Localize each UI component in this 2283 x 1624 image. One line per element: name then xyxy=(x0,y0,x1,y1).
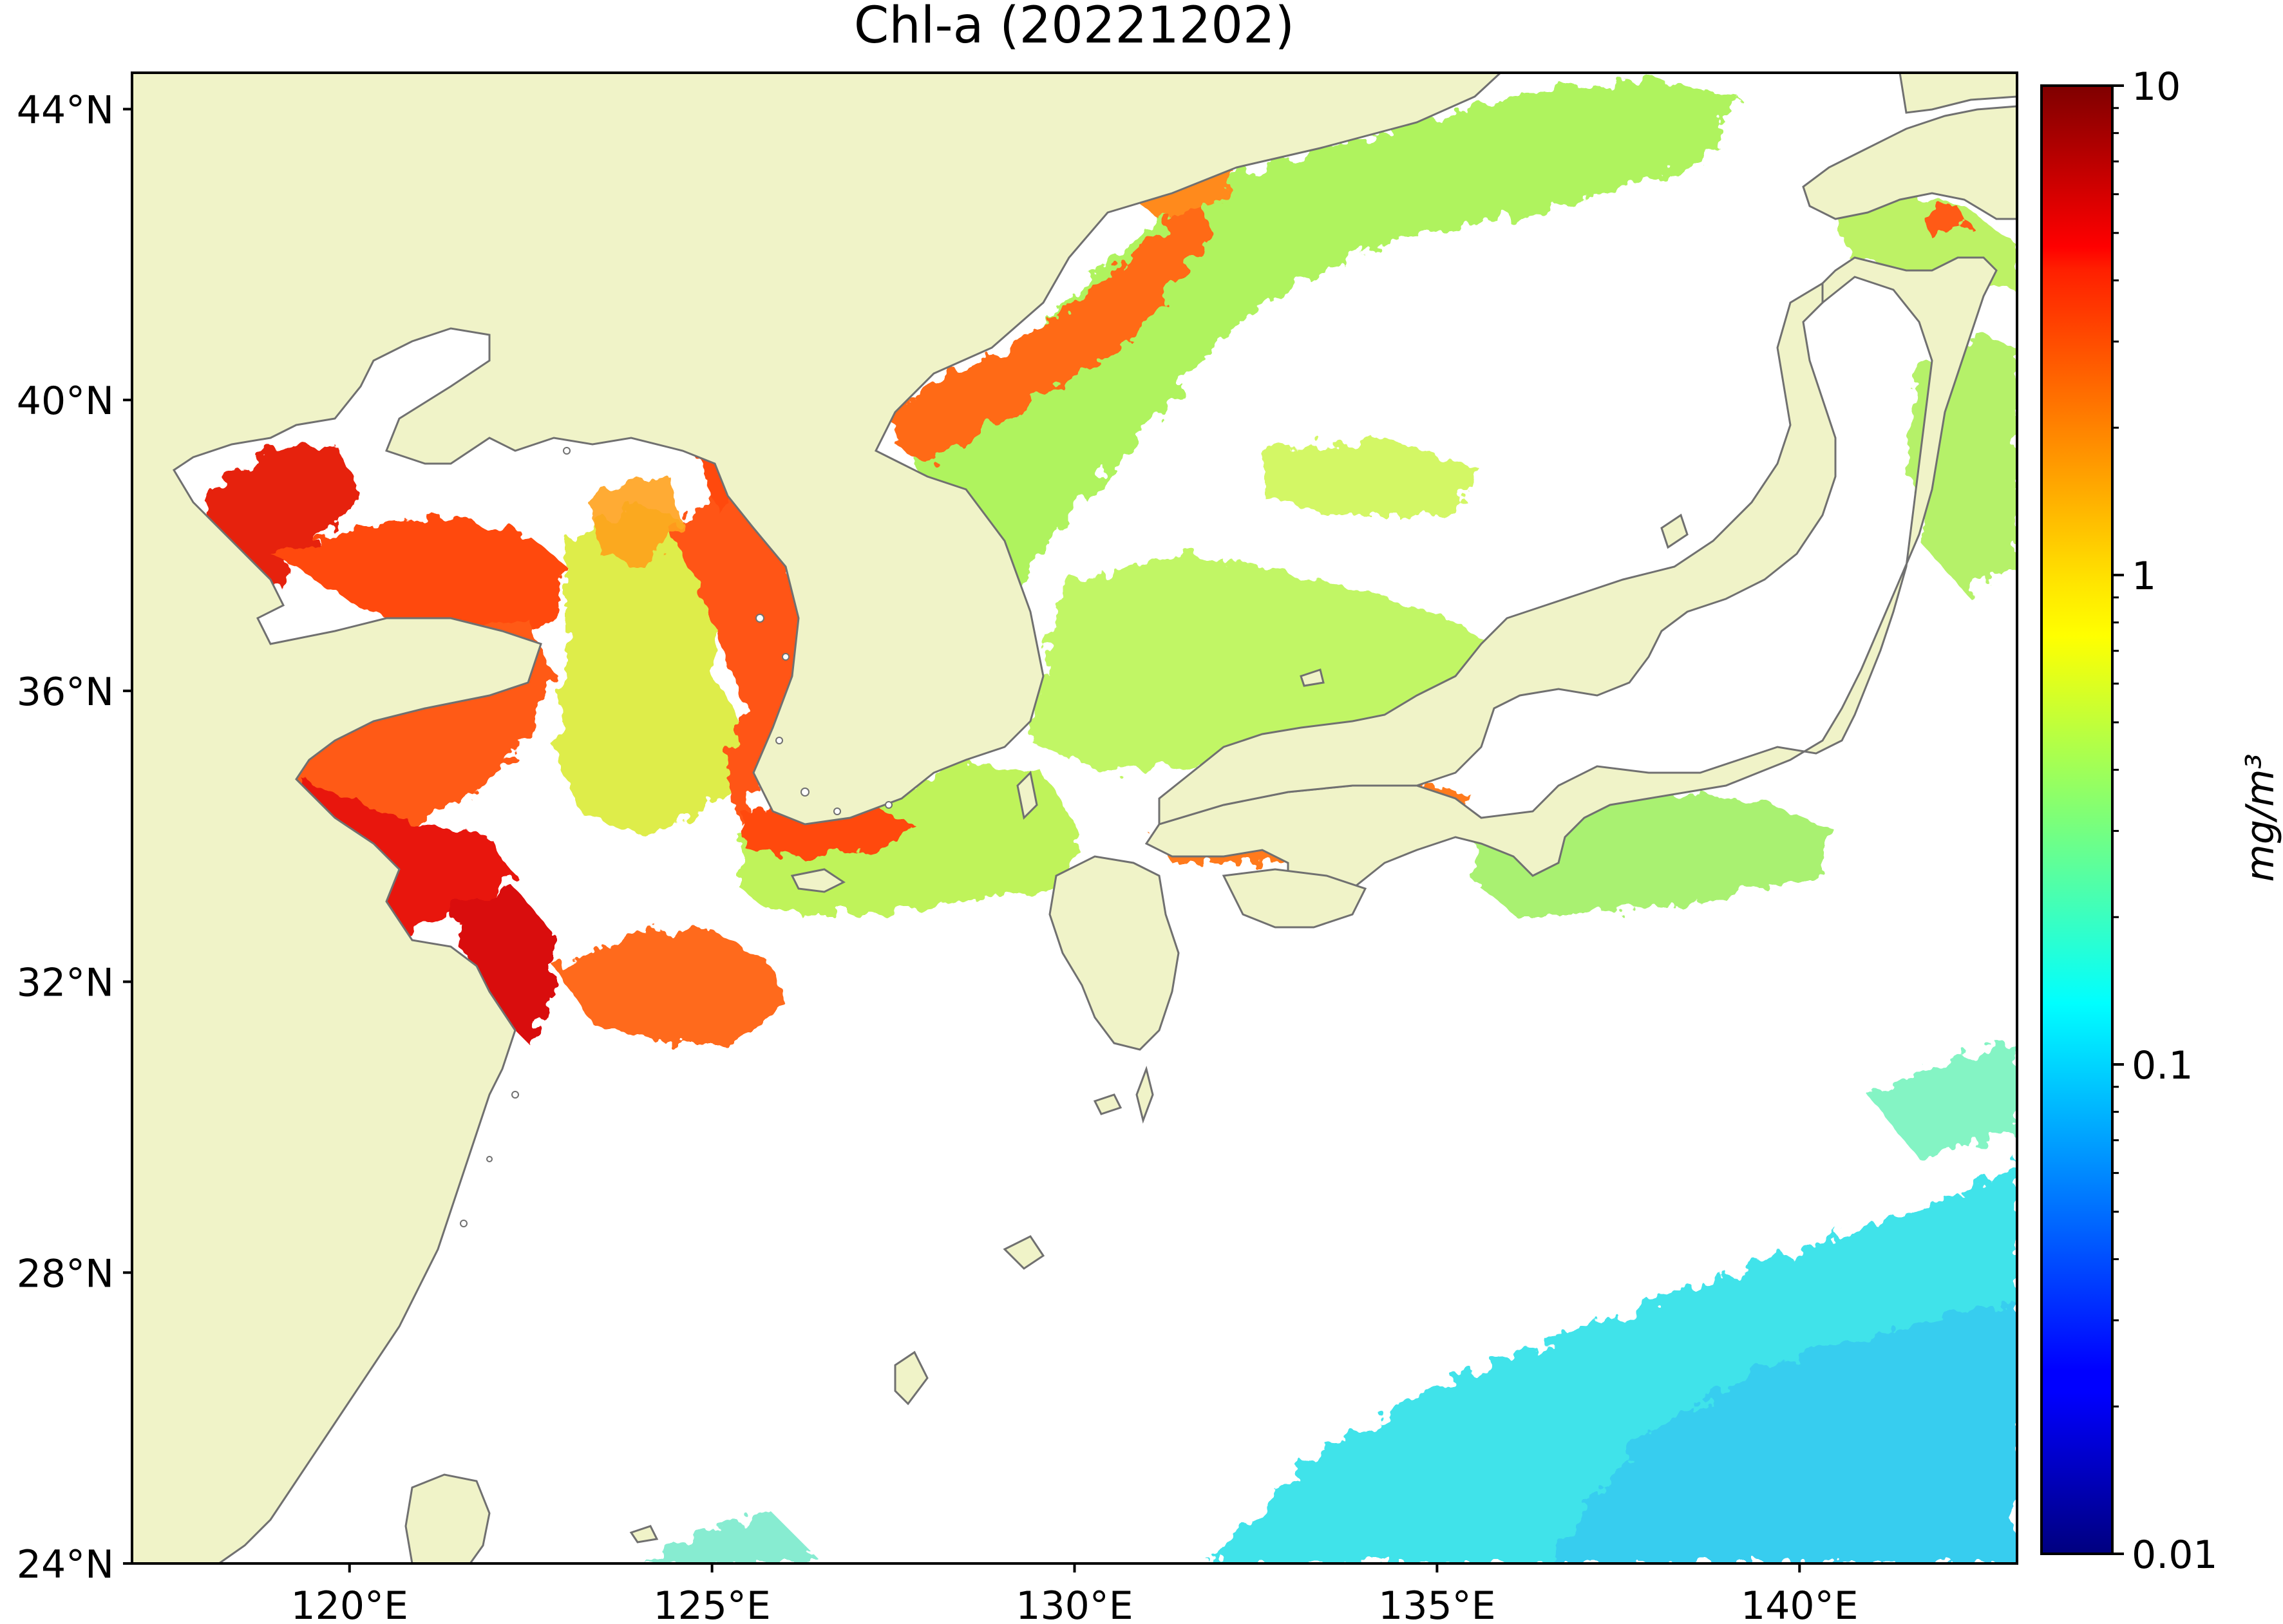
lat-tick-label: 24°N xyxy=(17,1542,114,1587)
land-hokkaido-north xyxy=(1899,73,2017,114)
chl-region-sea-of-japan-mid xyxy=(1262,438,1481,515)
land-amami xyxy=(1003,1235,1045,1270)
land-tsushima xyxy=(1016,770,1038,820)
chl-region-bohai-strait xyxy=(270,515,567,644)
lat-tick-label: 36°N xyxy=(17,670,114,715)
land-china-korea xyxy=(132,73,1502,1563)
colorbar-tick-label: 0.1 xyxy=(2132,1043,2193,1088)
lat-tick-label: 40°N xyxy=(17,379,114,424)
lat-tick-label: 44°N xyxy=(17,88,114,133)
chl-region-korea-east-coast xyxy=(889,193,1211,464)
land-tanegashima xyxy=(1135,1065,1154,1124)
chl-region-hokkaido-coast xyxy=(1919,206,1971,238)
lon-tick-label: 130°E xyxy=(1016,1583,1133,1624)
chl-region-yellow-sea-orange-band xyxy=(592,477,683,567)
lon-tick-label: 120°E xyxy=(291,1583,408,1624)
colorbar-tick-label: 1 xyxy=(2132,554,2156,599)
map-title: Chl-a (20221202) xyxy=(854,0,1294,55)
lat-tick-label: 28°N xyxy=(17,1251,114,1296)
land-japan-honshu xyxy=(1144,256,1998,903)
land-japan-chugoku xyxy=(1158,281,1837,826)
chl-region-ryukyu xyxy=(644,1513,811,1563)
colorbar-ticks: 10 1 0.1 0.01 xyxy=(2112,64,2218,1578)
land-sado xyxy=(1660,513,1689,549)
land-jeju xyxy=(790,868,846,893)
colorbar-tick-label: 10 xyxy=(2132,64,2181,109)
land-oki xyxy=(1300,668,1325,687)
lon-tick-label: 140°E xyxy=(1741,1583,1858,1624)
land-hokkaido xyxy=(1802,105,2017,220)
land-layer xyxy=(132,73,2017,1563)
colorbar-label: mg/m³ xyxy=(2238,753,2283,882)
map-panel xyxy=(132,73,2017,1563)
chl-region-pacific-patch xyxy=(1868,1043,2017,1159)
island-dots xyxy=(460,447,893,1227)
land-taiwan xyxy=(404,1473,491,1563)
colorbar: 10 1 0.1 0.01 mg/m³ xyxy=(2040,64,2283,1578)
lon-tick-label: 135°E xyxy=(1378,1583,1495,1624)
chl-region-east-china-sea-orange xyxy=(554,927,786,1043)
colorbar-tick-label: 0.01 xyxy=(2132,1533,2218,1578)
chl-region-sea-of-japan xyxy=(914,77,1739,760)
chl-region-pacific-mid xyxy=(1546,1301,2017,1563)
latitude-axis: 44°N 40°N 36°N 32°N 28°N 24°N xyxy=(17,88,132,1587)
land-shikoku xyxy=(1222,868,1367,929)
land-yakushima xyxy=(1093,1093,1123,1115)
colorbar-gradient xyxy=(2040,84,2114,1555)
chl-region-yangtze xyxy=(451,889,554,1043)
lon-tick-label: 125°E xyxy=(653,1583,770,1624)
longitude-axis: 120°E 125°E 130°E 135°E 140°E xyxy=(291,1563,1858,1624)
land-ishigaki xyxy=(629,1525,659,1544)
land-okinawa xyxy=(894,1350,929,1406)
lat-tick-label: 32°N xyxy=(17,961,114,1006)
land-kyushu xyxy=(1048,855,1180,1051)
